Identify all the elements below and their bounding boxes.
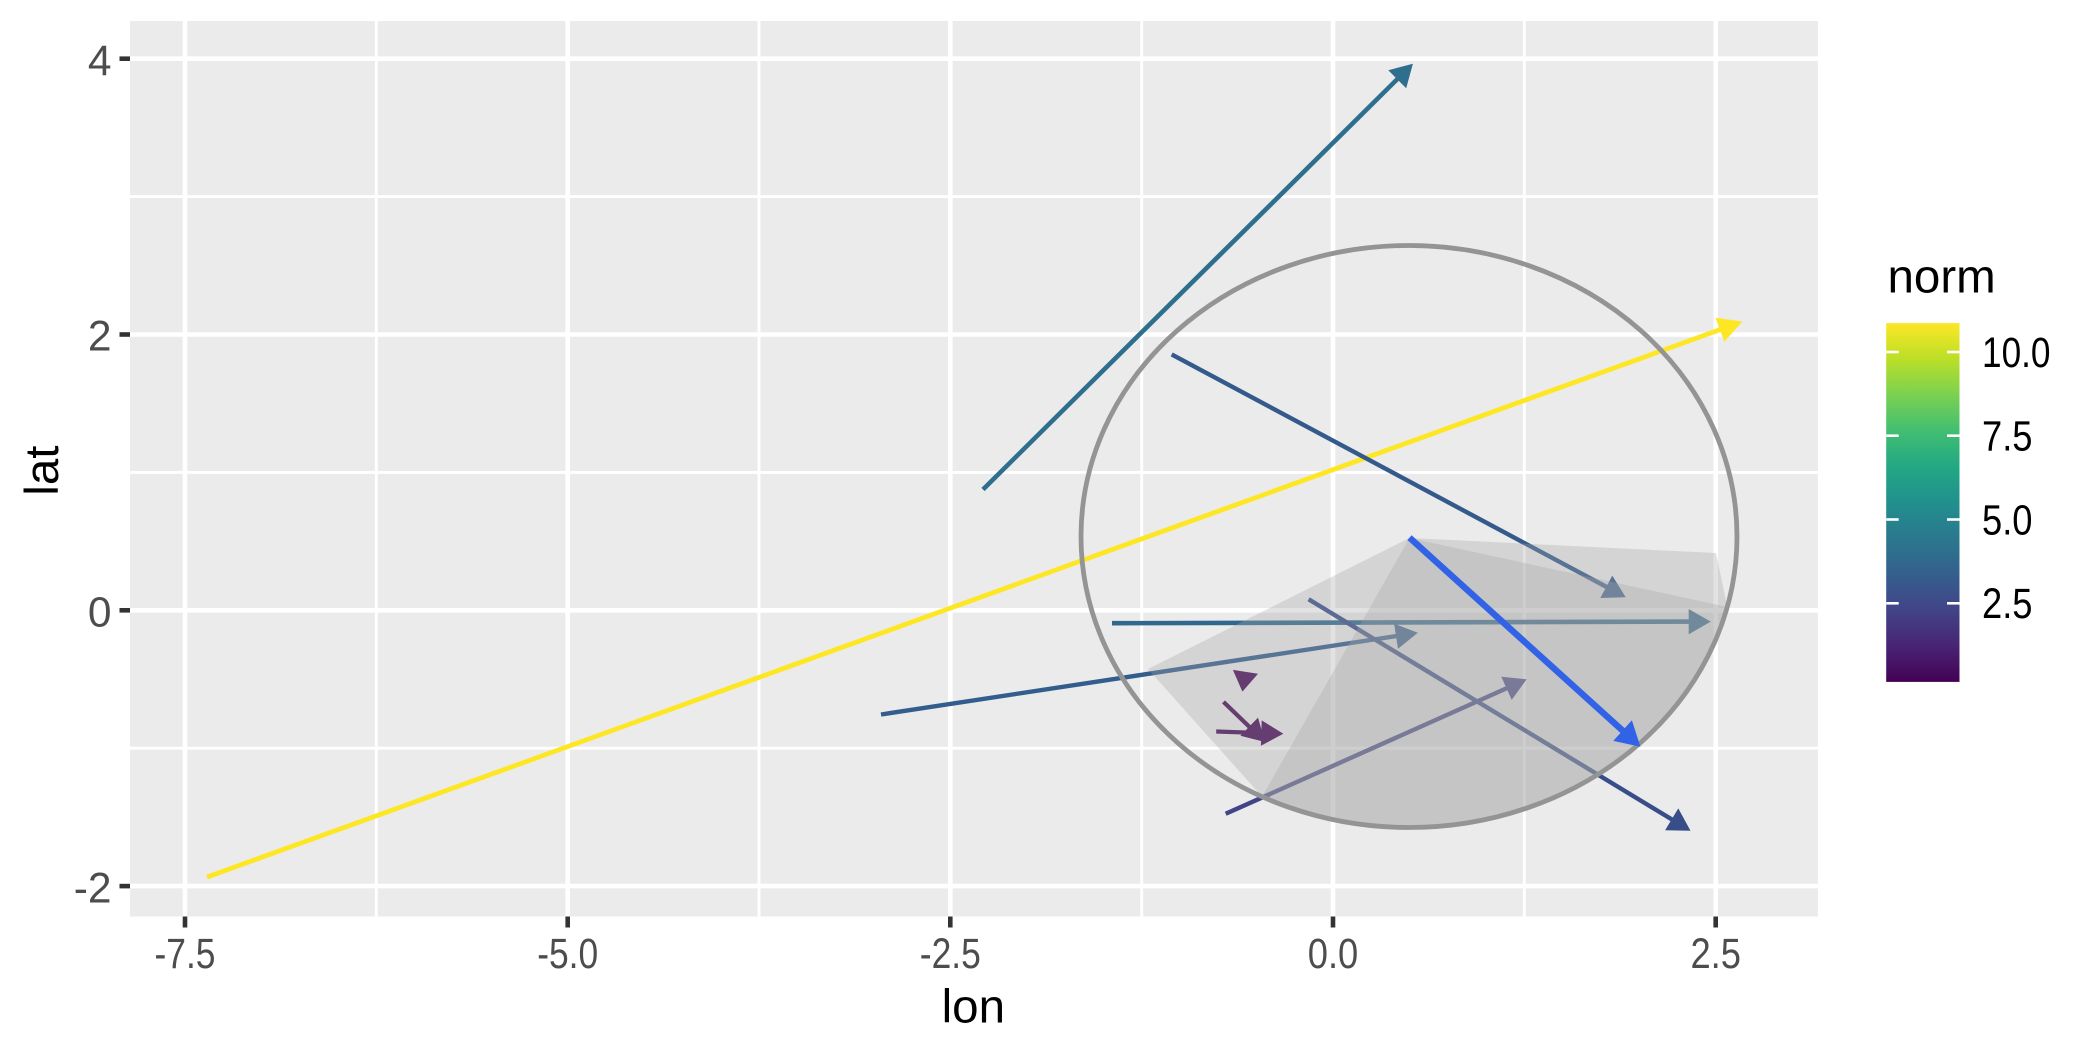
svg-text:4: 4 [88, 38, 112, 85]
svg-text:2: 2 [88, 314, 112, 361]
svg-text:10.0: 10.0 [1982, 330, 2051, 377]
svg-text:-5.0: -5.0 [537, 931, 598, 978]
svg-text:2.5: 2.5 [1690, 931, 1741, 978]
svg-text:2.5: 2.5 [1982, 581, 2033, 628]
svg-text:0.0: 0.0 [1308, 931, 1359, 978]
svg-text:7.5: 7.5 [1982, 414, 2033, 461]
svg-text:lat: lat [16, 446, 69, 496]
svg-text:-7.5: -7.5 [155, 931, 216, 978]
svg-text:norm: norm [1888, 251, 1996, 304]
svg-text:5.0: 5.0 [1982, 497, 2033, 544]
svg-text:-2: -2 [74, 865, 112, 912]
svg-text:0: 0 [88, 590, 112, 637]
svg-text:-2.5: -2.5 [920, 931, 981, 978]
svg-text:lon: lon [942, 981, 1005, 1034]
